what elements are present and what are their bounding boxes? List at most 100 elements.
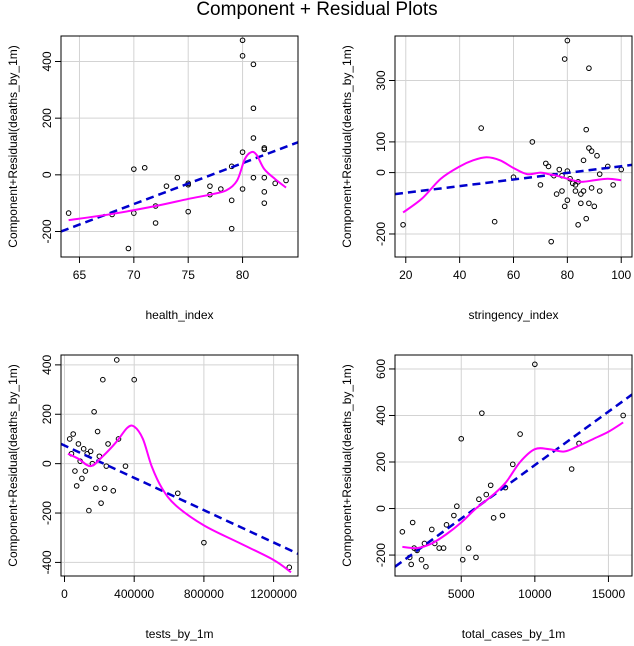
smooth-line <box>67 424 292 574</box>
data-point <box>261 145 268 151</box>
data-point <box>588 148 595 154</box>
data-point <box>517 431 523 437</box>
panel-health-index: 65 70 75 80 -200 0 200 400 health_index Component… <box>6 35 299 322</box>
data-point <box>79 475 85 482</box>
y-tick-label: 0 <box>374 505 388 512</box>
data-point <box>250 61 257 68</box>
data-point <box>532 361 538 368</box>
y-axis-title: Component+Residual(deaths_by_1m) <box>340 45 354 247</box>
data-point <box>86 507 92 514</box>
data-point <box>572 188 579 194</box>
data-point <box>561 203 568 210</box>
data-point <box>409 519 416 526</box>
data-point <box>476 496 482 503</box>
data-point <box>70 431 76 437</box>
data-point <box>103 463 110 469</box>
data-point <box>465 545 472 551</box>
y-tick-label: -200 <box>374 543 388 567</box>
data-point <box>423 563 429 570</box>
x-axis-title: total_cases_by_1m <box>462 627 565 641</box>
data-point <box>490 515 497 521</box>
data-point <box>218 186 224 192</box>
data-point <box>586 65 592 72</box>
data-point <box>80 446 87 452</box>
data-point <box>491 218 498 225</box>
data-point <box>228 197 235 204</box>
data-point <box>101 485 108 492</box>
data-point <box>239 149 246 155</box>
y-tick-label: -200 <box>40 219 54 243</box>
y-tick-label: 0 <box>40 460 54 467</box>
data-point <box>459 556 466 563</box>
data-point <box>400 221 406 228</box>
data-point <box>174 490 181 497</box>
data-point <box>201 539 207 546</box>
data-point <box>568 466 575 472</box>
y-tick-label: 0 <box>40 171 54 178</box>
data-point <box>418 556 425 563</box>
x-tick-label: 40 <box>453 268 467 282</box>
data-point <box>122 463 129 469</box>
data-point <box>110 488 117 494</box>
x-tick-label: 0 <box>61 587 68 601</box>
data-point <box>75 441 82 447</box>
data-point <box>483 491 490 498</box>
data-point <box>399 529 406 535</box>
data-point <box>596 171 603 177</box>
data-point <box>185 208 191 215</box>
x-tick-label: 10000 <box>518 587 552 601</box>
data-point <box>529 139 536 145</box>
y-tick-label: 0 <box>374 169 388 176</box>
x-tick-label: 100 <box>611 268 631 282</box>
x-tick-label: 5000 <box>448 587 475 601</box>
x-tick-label: 65 <box>73 268 87 282</box>
data-point <box>509 461 516 468</box>
data-point <box>545 163 552 170</box>
x-tick-label: 60 <box>507 268 521 282</box>
data-point <box>478 125 484 131</box>
data-point <box>594 152 600 159</box>
data-point <box>91 408 97 415</box>
data-point <box>436 545 442 551</box>
y-axis-title: Component+Residual(deaths_by_1m) <box>340 364 354 566</box>
data-point <box>283 177 289 184</box>
data-point <box>586 200 592 207</box>
data-point <box>610 182 616 188</box>
data-point <box>87 448 94 455</box>
data-point <box>473 554 479 561</box>
data-point <box>272 180 278 187</box>
data-point <box>583 215 590 222</box>
data-point <box>440 545 447 551</box>
plot-area <box>395 37 632 245</box>
data-point <box>261 174 268 181</box>
data-point <box>105 441 111 447</box>
x-tick-label: 15000 <box>592 587 626 601</box>
data-point <box>239 186 246 192</box>
x-axis-title: stringency_index <box>468 308 558 322</box>
data-point <box>564 197 571 204</box>
x-axis-title: health_index <box>145 308 213 322</box>
data-point <box>572 182 579 188</box>
main-title: Component + Residual Plots <box>196 0 438 20</box>
data-point <box>580 188 587 194</box>
data-point <box>113 357 120 363</box>
data-point <box>100 376 106 383</box>
data-point <box>115 436 122 442</box>
data-point <box>239 53 246 59</box>
y-tick-label: 300 <box>374 70 388 90</box>
data-point <box>94 428 101 435</box>
data-point <box>564 37 571 44</box>
panel-stringency-index: 20 40 60 80 100 -200 0 100 300 stringency_index Co… <box>340 35 633 322</box>
data-point <box>578 200 584 207</box>
data-point <box>250 105 257 112</box>
data-point <box>588 185 595 191</box>
fit-line <box>395 163 632 196</box>
data-point <box>580 157 587 164</box>
data-point <box>131 376 137 383</box>
fit-line <box>395 393 632 568</box>
data-point <box>93 485 99 492</box>
data-point <box>499 512 506 519</box>
fit-line <box>61 141 298 233</box>
x-axis-title: tests_by_1m <box>145 627 213 641</box>
